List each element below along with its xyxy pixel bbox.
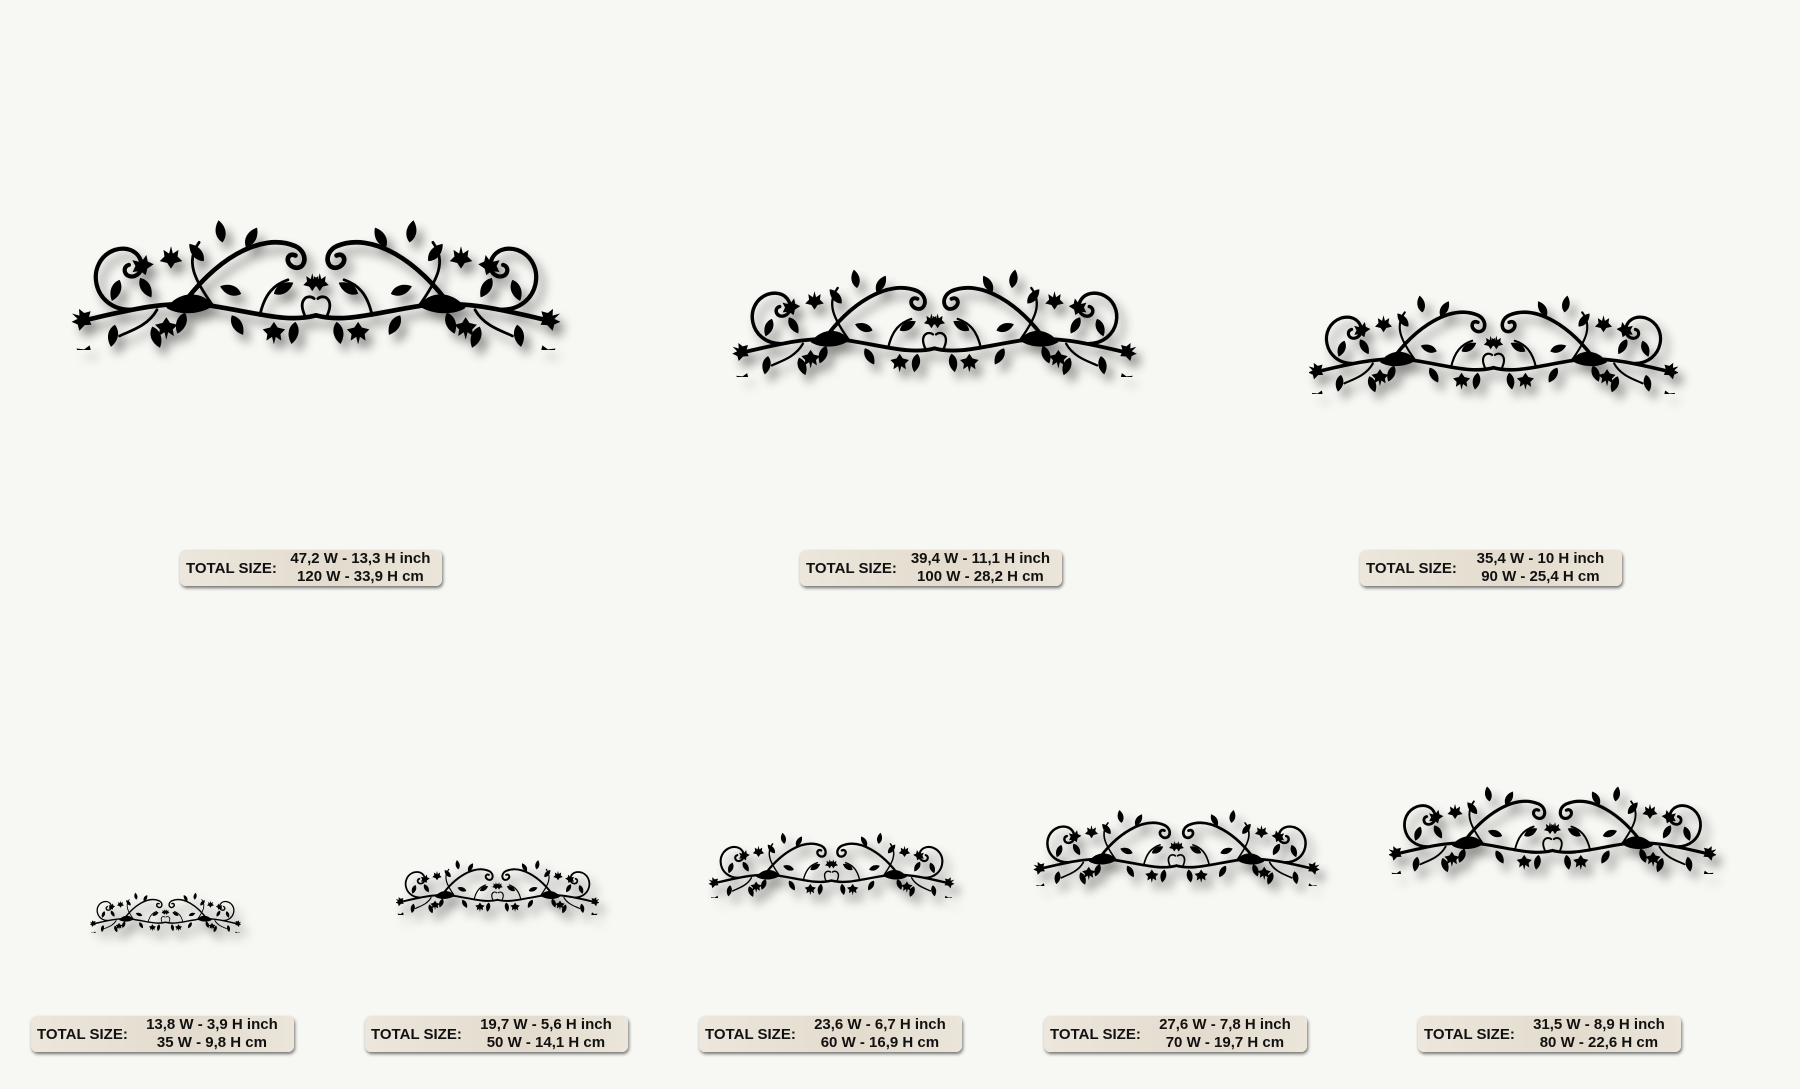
total-size-key: TOTAL SIZE:	[37, 1025, 128, 1043]
size-inch: 27,6 W - 7,8 H inch	[1159, 1016, 1291, 1033]
total-size-key: TOTAL SIZE:	[806, 559, 897, 577]
total-size-key: TOTAL SIZE:	[1050, 1025, 1141, 1043]
size-inch: 39,4 W - 11,1 H inch	[910, 550, 1051, 567]
vine-ornament-120cm	[69, 205, 563, 350]
size-cm: 35 W - 9,8 H cm	[156, 1034, 267, 1051]
size-cm: 120 W - 33,9 H cm	[297, 568, 424, 585]
total-size-key: TOTAL SIZE:	[186, 559, 277, 577]
vine-ornament-80cm	[1389, 776, 1716, 874]
total-size-key: TOTAL SIZE:	[371, 1025, 462, 1043]
vine-ornament-35cm	[90, 888, 241, 933]
vine-ornament-60cm	[708, 825, 955, 898]
size-cm: 70 W - 19,7 H cm	[1165, 1034, 1285, 1051]
size-cm: 80 W - 22,6 H cm	[1539, 1034, 1659, 1051]
size-label-100cm: TOTAL SIZE: 39,4 W - 11,1 H inch 100 W - …	[800, 550, 1062, 586]
size-inch: 23,6 W - 6,7 H inch	[814, 1016, 946, 1033]
vine-ornament-90cm	[1309, 284, 1678, 394]
size-inch: 35,4 W - 10 H inch	[1476, 550, 1605, 567]
size-label-90cm: TOTAL SIZE: 35,4 W - 10 H inch 90 W - 25,…	[1360, 550, 1622, 586]
total-size-key: TOTAL SIZE:	[1424, 1025, 1515, 1043]
vine-ornament-70cm	[1033, 801, 1320, 886]
vine-ornament-100cm	[727, 257, 1142, 377]
size-inch: 13,8 W - 3,9 H inch	[146, 1016, 278, 1033]
size-inch: 47,2 W - 13,3 H inch	[290, 550, 431, 567]
size-label-35cm: TOTAL SIZE: 13,8 W - 3,9 H inch 35 W - 9,…	[31, 1016, 294, 1052]
size-label-60cm: TOTAL SIZE: 23,6 W - 6,7 H inch 60 W - 16…	[699, 1016, 962, 1052]
total-size-key: TOTAL SIZE:	[705, 1025, 796, 1043]
size-label-120cm: TOTAL SIZE: 47,2 W - 13,3 H inch 120 W - …	[180, 550, 442, 586]
size-cm: 60 W - 16,9 H cm	[820, 1034, 940, 1051]
vine-ornament-50cm	[396, 853, 599, 915]
size-label-80cm: TOTAL SIZE: 31,5 W - 8,9 H inch 80 W - 22…	[1418, 1016, 1681, 1052]
size-label-70cm: TOTAL SIZE: 27,6 W - 7,8 H inch 70 W - 19…	[1044, 1016, 1307, 1052]
size-cm: 100 W - 28,2 H cm	[917, 568, 1044, 585]
size-cm: 50 W - 14,1 H cm	[486, 1034, 606, 1051]
size-inch: 31,5 W - 8,9 H inch	[1533, 1016, 1665, 1033]
size-inch: 19,7 W - 5,6 H inch	[480, 1016, 612, 1033]
size-cm: 90 W - 25,4 H cm	[1481, 568, 1600, 585]
size-label-50cm: TOTAL SIZE: 19,7 W - 5,6 H inch 50 W - 14…	[365, 1016, 628, 1052]
total-size-key: TOTAL SIZE:	[1366, 559, 1457, 577]
